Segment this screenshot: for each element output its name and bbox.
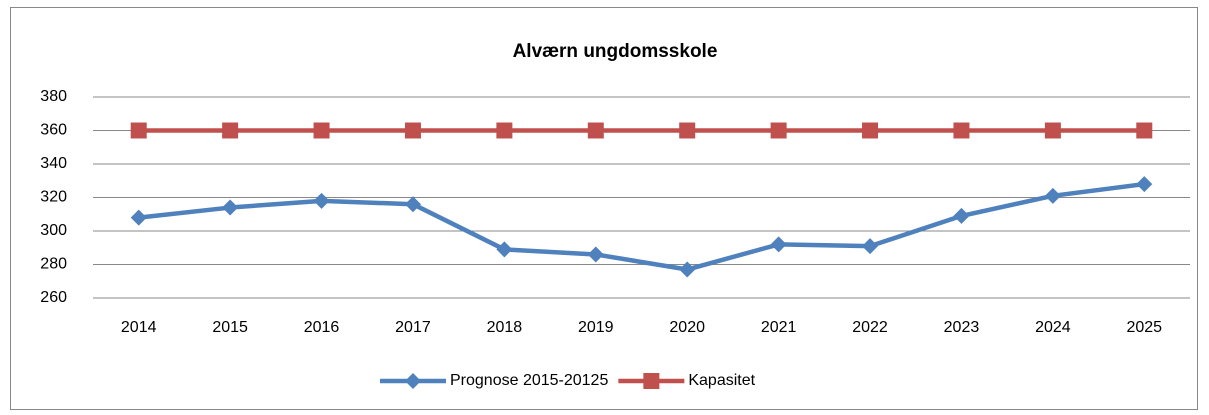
point-marker: [679, 261, 696, 278]
x-tick-label: 2024: [1035, 319, 1071, 336]
point-marker: [222, 122, 239, 139]
point-marker: [862, 238, 879, 255]
x-tick-label: 2014: [121, 319, 157, 336]
x-tick-label: 2020: [669, 319, 705, 336]
x-tick-label: 2021: [761, 319, 797, 336]
point-marker: [679, 122, 696, 139]
point-marker: [404, 196, 421, 213]
point-marker: [1136, 122, 1153, 139]
point-marker: [770, 236, 787, 253]
chart-title: Alværn ungdomsskole: [513, 41, 718, 62]
point-marker: [313, 192, 330, 209]
point-marker: [862, 122, 879, 139]
y-tick-label: 280: [40, 256, 67, 273]
point-marker: [587, 122, 604, 139]
y-tick-label: 320: [40, 189, 67, 206]
point-marker: [222, 199, 239, 216]
y-tick-label: 360: [40, 122, 67, 139]
x-tick-label: 2023: [944, 319, 980, 336]
point-marker: [130, 122, 147, 139]
series-line: [138, 181, 1145, 272]
x-tick-label: 2015: [212, 319, 248, 336]
legend-swatch-marker: [643, 373, 660, 389]
chart-frame: [10, 7, 1198, 410]
legend-swatch-marker: [405, 373, 421, 389]
point-marker: [404, 122, 421, 139]
point-marker: [1136, 176, 1153, 193]
y-tick-label: 260: [40, 289, 67, 306]
point-marker: [1044, 122, 1061, 139]
y-tick-label: 300: [40, 222, 67, 239]
legend-label: Kapasitet: [688, 372, 755, 389]
x-tick-label: 2016: [304, 319, 340, 336]
point-marker: [587, 246, 604, 263]
x-tick-label: 2017: [395, 319, 431, 336]
point-marker: [770, 122, 787, 139]
point-marker: [313, 122, 330, 139]
point-marker: [1044, 187, 1061, 204]
point-marker: [130, 209, 147, 226]
point-marker: [953, 122, 970, 139]
point-marker: [496, 241, 513, 258]
x-tick-label: 2019: [578, 319, 614, 336]
legend-label: Prognose 2015-20125: [450, 372, 608, 389]
point-marker: [496, 122, 513, 139]
x-tick-label: 2018: [487, 319, 523, 336]
x-tick-label: 2022: [852, 319, 888, 336]
y-tick-label: 340: [40, 155, 67, 172]
y-tick-label: 380: [40, 88, 67, 105]
x-tick-label: 2025: [1126, 319, 1162, 336]
point-marker: [953, 207, 970, 224]
